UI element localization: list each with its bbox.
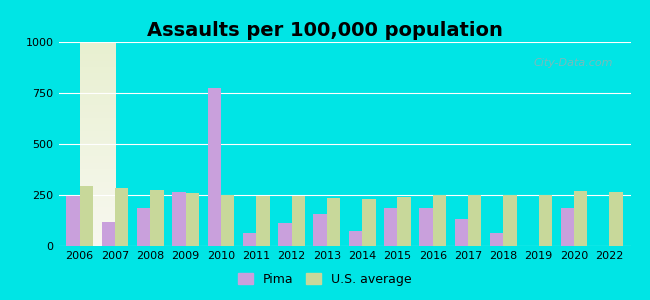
Bar (207, 88, 221, 246)
Bar (397, 196, 411, 246)
Bar (574, 191, 588, 246)
Bar (150, 190, 164, 246)
Bar (292, 196, 305, 246)
Bar (349, 231, 362, 246)
Bar (256, 196, 270, 246)
Bar (186, 194, 199, 246)
Bar (221, 195, 235, 246)
Bar (327, 198, 340, 246)
Bar (66, 196, 80, 246)
Legend: Pima, U.S. average: Pima, U.S. average (233, 268, 417, 291)
Bar (80, 186, 93, 246)
Bar (172, 192, 186, 246)
Bar (454, 220, 468, 246)
Text: Assaults per 100,000 population: Assaults per 100,000 population (147, 21, 503, 40)
Bar (137, 208, 150, 246)
Bar (243, 233, 256, 246)
Bar (362, 199, 376, 246)
Bar (539, 195, 552, 246)
Bar (101, 221, 115, 246)
Bar (468, 195, 482, 246)
Bar (560, 208, 574, 246)
Text: City-Data.com: City-Data.com (534, 58, 614, 68)
Bar (384, 208, 397, 246)
Bar (419, 208, 433, 246)
Bar (433, 195, 446, 246)
Bar (503, 195, 517, 246)
Bar (490, 233, 503, 246)
Bar (115, 188, 129, 246)
Bar (609, 192, 623, 246)
Bar (313, 214, 327, 246)
Bar (278, 223, 292, 246)
